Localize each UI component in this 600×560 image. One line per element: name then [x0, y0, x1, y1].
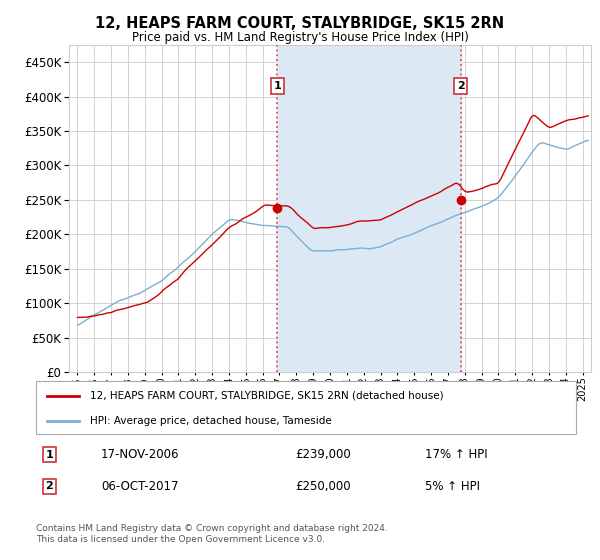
- Text: Price paid vs. HM Land Registry's House Price Index (HPI): Price paid vs. HM Land Registry's House …: [131, 31, 469, 44]
- Text: 17-NOV-2006: 17-NOV-2006: [101, 448, 179, 461]
- FancyBboxPatch shape: [36, 381, 576, 434]
- Text: £239,000: £239,000: [295, 448, 351, 461]
- Text: 5% ↑ HPI: 5% ↑ HPI: [425, 480, 480, 493]
- Text: 1: 1: [46, 450, 53, 460]
- Text: 12, HEAPS FARM COURT, STALYBRIDGE, SK15 2RN: 12, HEAPS FARM COURT, STALYBRIDGE, SK15 …: [95, 16, 505, 31]
- Text: 2: 2: [457, 81, 465, 91]
- Text: Contains HM Land Registry data © Crown copyright and database right 2024.
This d: Contains HM Land Registry data © Crown c…: [36, 524, 388, 544]
- Text: 2: 2: [46, 482, 53, 492]
- Text: HPI: Average price, detached house, Tameside: HPI: Average price, detached house, Tame…: [90, 416, 332, 426]
- Text: 12, HEAPS FARM COURT, STALYBRIDGE, SK15 2RN (detached house): 12, HEAPS FARM COURT, STALYBRIDGE, SK15 …: [90, 391, 443, 401]
- Bar: [277, 45, 461, 372]
- Text: £250,000: £250,000: [295, 480, 351, 493]
- Text: 06-OCT-2017: 06-OCT-2017: [101, 480, 178, 493]
- Text: 1: 1: [274, 81, 281, 91]
- Text: 17% ↑ HPI: 17% ↑ HPI: [425, 448, 487, 461]
